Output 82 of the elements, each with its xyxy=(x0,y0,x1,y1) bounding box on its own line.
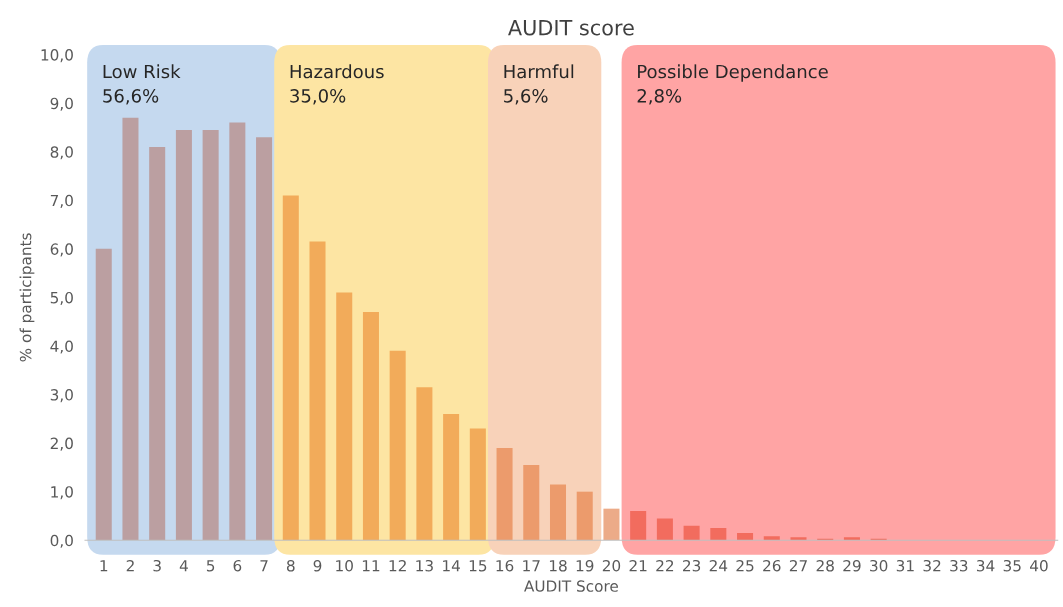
y-tick-label: 0,0 xyxy=(50,534,73,548)
bar xyxy=(149,146,166,541)
y-tick-label: 6,0 xyxy=(50,243,73,257)
x-tick-label: 3 xyxy=(153,559,161,572)
x-tick-label: 27 xyxy=(789,559,807,572)
x-tick-label: 2 xyxy=(126,559,134,572)
bar xyxy=(309,241,326,541)
x-tick-label: 29 xyxy=(843,559,861,572)
x-tick-label: 12 xyxy=(389,559,406,572)
bar xyxy=(469,428,486,541)
x-tick-label: 4 xyxy=(179,560,188,572)
bar xyxy=(603,508,620,541)
x-tick-label: 7 xyxy=(260,560,268,572)
bar xyxy=(656,518,673,541)
bar xyxy=(95,248,112,541)
x-tick-label: 30 xyxy=(870,559,888,572)
x-tick-label: 40 xyxy=(1030,559,1048,572)
bar xyxy=(443,413,460,541)
bar xyxy=(389,350,406,541)
bar xyxy=(175,129,192,541)
bar xyxy=(122,117,139,541)
x-tick-label: 31 xyxy=(896,559,914,572)
bar xyxy=(229,122,246,541)
bar xyxy=(737,532,754,541)
y-axis-title: % of participants xyxy=(19,233,35,362)
bar xyxy=(790,537,807,541)
x-tick-label: 11 xyxy=(362,560,380,572)
x-tick-label: 24 xyxy=(709,559,728,572)
x-tick-label: 15 xyxy=(469,560,487,572)
y-tick-label: 9,0 xyxy=(50,97,73,111)
x-axis-title: AUDIT Score xyxy=(524,580,618,592)
x-tick-label: 13 xyxy=(416,559,433,572)
bar xyxy=(336,292,353,541)
x-tick-label: 18 xyxy=(549,559,567,572)
bar xyxy=(523,464,540,541)
x-tick-label: 22 xyxy=(656,559,674,572)
y-tick-label: 5,0 xyxy=(50,291,73,306)
y-tick-label: 3,0 xyxy=(50,389,73,403)
band-label: Possible Dependance 2,8% xyxy=(637,64,828,105)
x-tick-label: 21 xyxy=(629,559,647,572)
bar xyxy=(496,447,513,541)
y-tick-label: 7,0 xyxy=(50,194,73,208)
y-tick-label: 2,0 xyxy=(50,437,73,451)
band-label: Harmful 5,6% xyxy=(504,64,574,105)
x-tick-label: 19 xyxy=(576,559,594,572)
band-label: Low Risk 56,6% xyxy=(103,64,181,105)
x-tick-label: 33 xyxy=(950,559,968,572)
x-tick-label: 8 xyxy=(286,559,295,572)
bar xyxy=(416,387,433,541)
bar xyxy=(576,491,593,541)
x-tick-label: 6 xyxy=(233,559,242,572)
y-tick-label: 8,0 xyxy=(50,146,73,160)
bar xyxy=(549,484,567,541)
bar xyxy=(256,137,273,541)
bar xyxy=(683,525,700,541)
x-tick-label: 17 xyxy=(523,560,540,572)
x-tick-label: 10 xyxy=(336,559,353,572)
x-tick-label: 16 xyxy=(496,559,514,572)
bar xyxy=(710,528,727,541)
bar xyxy=(282,195,299,541)
band-label: Hazardous 35,0% xyxy=(290,64,384,105)
x-tick-label: 1 xyxy=(100,560,108,572)
bar xyxy=(202,129,219,541)
bar xyxy=(630,511,647,541)
bar xyxy=(763,536,780,541)
bar xyxy=(843,537,860,541)
y-tick-label: 4,0 xyxy=(50,340,73,354)
x-tick-label: 5 xyxy=(206,560,215,572)
x-tick-label: 35 xyxy=(1003,559,1021,572)
chart-title: AUDIT score xyxy=(508,20,634,36)
bar xyxy=(362,312,379,541)
y-tick-label: 1,0 xyxy=(51,486,73,500)
x-tick-label: 25 xyxy=(736,559,754,572)
x-tick-label: 23 xyxy=(683,559,701,572)
x-tick-label: 14 xyxy=(443,560,460,572)
x-tick-label: 26 xyxy=(763,559,781,572)
x-tick-label: 34 xyxy=(976,559,995,572)
x-tick-label: 32 xyxy=(923,559,941,572)
x-tick-label: 20 xyxy=(602,559,621,572)
y-tick-label: 10,0 xyxy=(41,49,73,63)
x-tick-label: 9 xyxy=(313,559,322,572)
x-tick-label: 28 xyxy=(816,559,834,572)
